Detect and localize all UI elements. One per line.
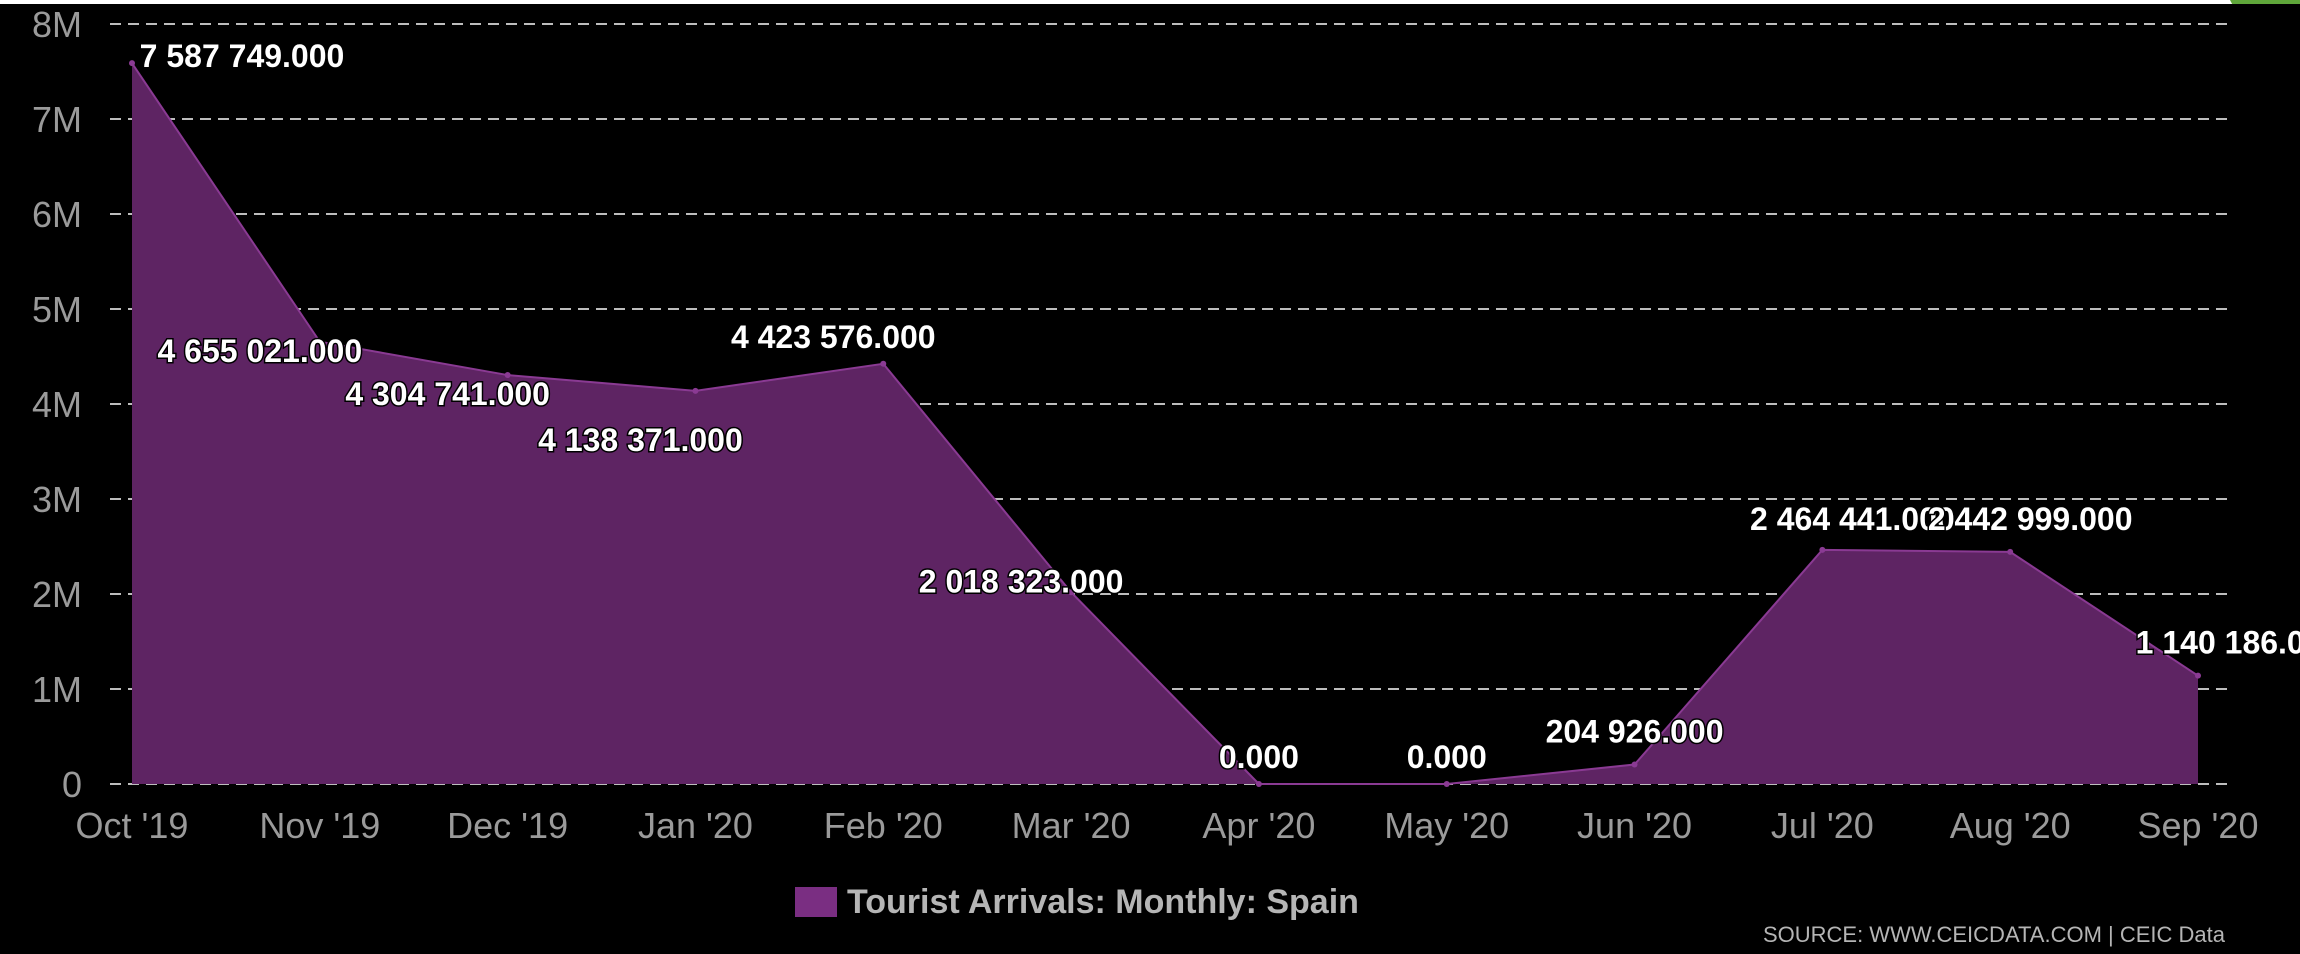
chart-panel: 0 1M 2M 3M 4M 5M 6M 7M 8M Oct '19 Nov '19 Dec '19 J… [0, 4, 2300, 954]
data-point[interactable] [692, 387, 699, 394]
data-point[interactable] [1255, 781, 1262, 787]
x-tick-label: Jun '20 [1577, 805, 1692, 846]
x-tick-label: Mar '20 [1012, 805, 1131, 846]
y-tick-label: 0 [62, 764, 82, 805]
x-tick-label: Oct '19 [76, 805, 189, 846]
legend[interactable]: Tourist Arrivals: Monthly: Spain [795, 882, 1359, 922]
y-tick-label: 3M [32, 479, 82, 520]
data-point[interactable] [880, 360, 887, 367]
data-label: 7 587 749.000 [140, 38, 345, 74]
data-label: 0.000 [1407, 739, 1487, 775]
y-tick-label: 6M [32, 194, 82, 235]
data-point[interactable] [1819, 546, 1826, 553]
y-tick-label: 1M [32, 669, 82, 710]
data-point[interactable] [504, 372, 511, 379]
x-tick-label: Jan '20 [638, 805, 753, 846]
data-label: 4 138 371.000 [538, 422, 743, 458]
y-tick-label: 5M [32, 289, 82, 330]
data-point[interactable] [1068, 589, 1075, 596]
data-point[interactable] [1631, 761, 1638, 768]
data-label: 2 442 999.000 [1928, 501, 2133, 537]
x-tick-label: Dec '19 [447, 805, 568, 846]
data-label: 2 018 323.000 [919, 563, 1124, 599]
area-chart: 0 1M 2M 3M 4M 5M 6M 7M 8M Oct '19 Nov '19 Dec '19 J… [32, 4, 2300, 846]
legend-label: Tourist Arrivals: Monthly: Spain [847, 882, 1359, 921]
x-tick-label: May '20 [1384, 805, 1509, 846]
data-label: 2 464 441.000 [1750, 501, 1955, 537]
data-label: 1 140 186.000 [2136, 625, 2300, 661]
x-tick-label: Nov '19 [259, 805, 380, 846]
data-point[interactable] [129, 60, 135, 67]
data-point[interactable] [316, 338, 323, 345]
x-tick-label: Sep '20 [2138, 805, 2259, 846]
data-labels: 7 587 749.000 4 655 021.000 4 304 741.000 4… [138, 37, 2300, 777]
data-point[interactable] [1443, 781, 1450, 787]
y-tick-label: 4M [32, 384, 82, 425]
y-tick-label: 8M [32, 4, 82, 45]
legend-swatch [795, 887, 837, 917]
x-tick-label: Aug '20 [1950, 805, 2071, 846]
data-point[interactable] [2195, 672, 2201, 679]
area-fill [132, 63, 2198, 785]
y-tick-label: 7M [32, 99, 82, 140]
data-point[interactable] [2007, 548, 2014, 555]
data-label: 4 655 021.000 [157, 333, 362, 369]
data-label: 0.000 [1219, 739, 1299, 775]
x-axis-ticks: Oct '19 Nov '19 Dec '19 Jan '20 Feb '20 Mar '… [76, 805, 2259, 846]
series-line [131, 62, 2199, 785]
y-tick-label: 2M [32, 574, 82, 615]
area-series [129, 60, 2201, 787]
x-tick-label: Feb '20 [824, 805, 943, 846]
data-label: 4 304 741.000 [345, 376, 550, 412]
x-tick-label: Jul '20 [1771, 805, 1874, 846]
y-axis-ticks: 0 1M 2M 3M 4M 5M 6M 7M 8M [32, 4, 82, 805]
data-label: 204 926.000 [1546, 714, 1724, 750]
x-tick-label: Apr '20 [1202, 805, 1315, 846]
data-label: 4 423 576.000 [731, 319, 936, 355]
source-note: SOURCE: WWW.CEICDATA.COM | CEIC Data [1762, 922, 2225, 947]
